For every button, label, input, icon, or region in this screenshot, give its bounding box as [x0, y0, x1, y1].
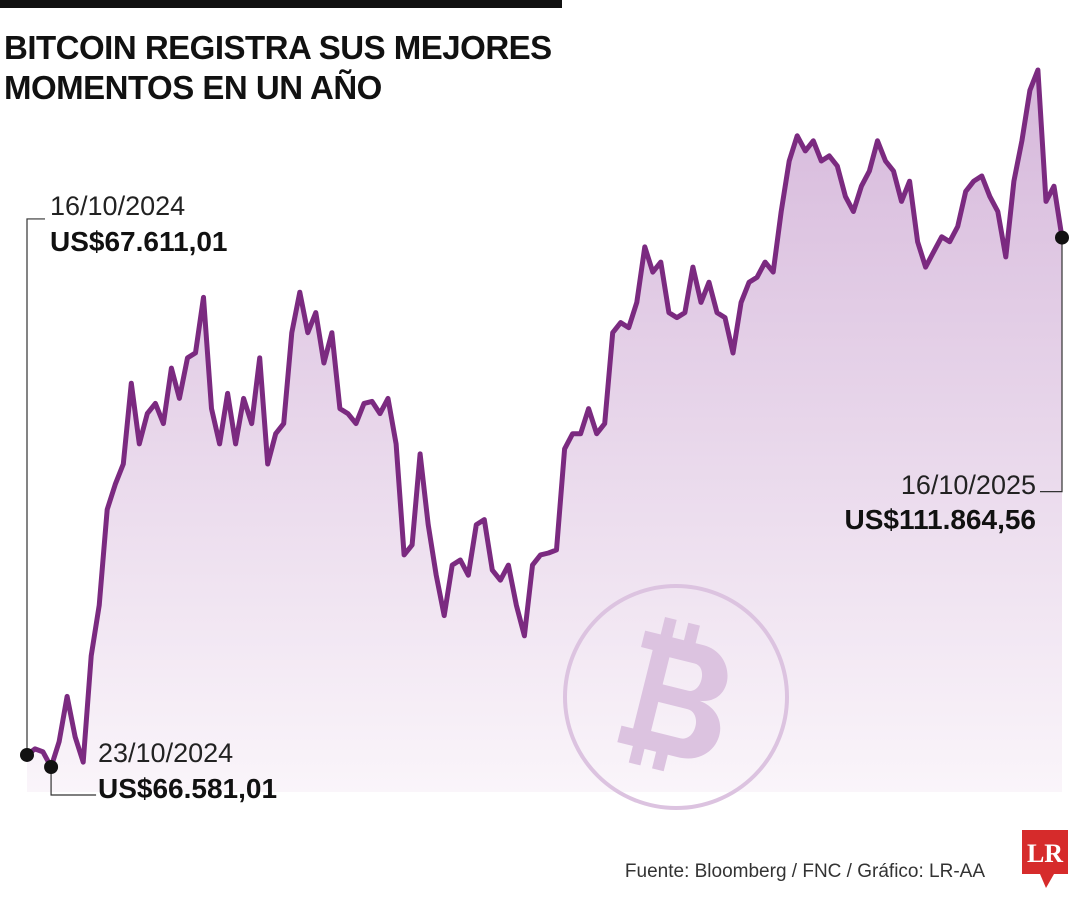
bitcoin-letter — [617, 630, 728, 759]
price-line — [25, 67, 1065, 770]
bitcoin-circle — [563, 584, 789, 810]
annotation-value: US$67.611,01 — [50, 226, 228, 257]
chart-title: BITCOIN REGISTRA SUS MEJORES MOMENTOS EN… — [4, 29, 552, 106]
logo: LR — [1022, 830, 1068, 888]
annotation-dot — [44, 760, 59, 774]
leader-line — [50, 767, 97, 796]
area — [27, 70, 1062, 792]
leader-line — [26, 218, 45, 755]
bitcoin-stroke — [628, 743, 646, 766]
line-layer: 16/10/2024 US$67.611,01 23/10/2024 US$66.58… — [20, 67, 1069, 804]
source: Fuente: Bloomberg / FNC / Gráfico: LR-AA — [625, 861, 985, 882]
annotation-date: 16/10/2024 — [50, 191, 185, 221]
top-bar — [0, 0, 562, 8]
bitcoin-b — [617, 616, 728, 772]
bitcoin-stroke — [660, 616, 677, 640]
bitcoin-stroke — [652, 748, 669, 772]
leader-line — [1040, 237, 1063, 493]
logo-box — [1022, 830, 1068, 874]
annotation-dot — [20, 747, 34, 762]
annotation-value: US$111.864,56 — [844, 504, 1036, 535]
annotation-value: US$66.581,01 — [98, 773, 277, 804]
logo-tail — [1040, 874, 1054, 888]
bitcoin-stroke — [683, 622, 700, 646]
area-layer — [27, 70, 1062, 792]
logo-text: LR — [1027, 839, 1063, 868]
annotation-dot — [1055, 230, 1069, 245]
annotation-date: 23/10/2024 — [98, 738, 233, 768]
annotation-date: 16/10/2025 — [901, 470, 1036, 500]
bitcoin-icon — [563, 584, 789, 810]
